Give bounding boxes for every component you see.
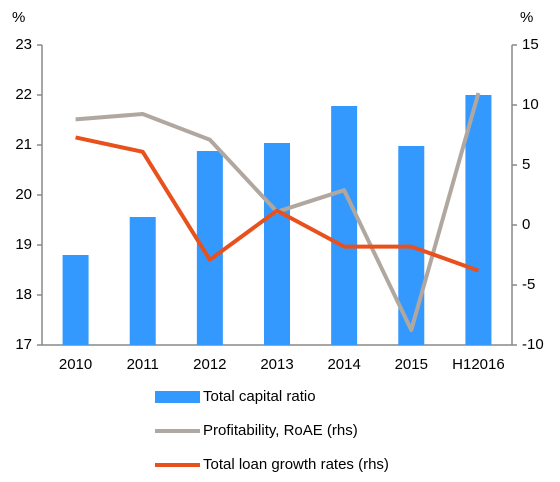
y-tick-label: 22 [15,86,32,103]
x-tick-label: 2011 [127,356,159,373]
x-tick-label: H12016 [452,356,505,373]
bar [264,143,290,345]
bar [129,217,156,345]
y-tick-label: 19 [15,236,32,253]
y2-tick-label: -5 [522,276,535,293]
x-tick-label: 2014 [327,356,360,373]
legend-label: Total capital ratio [203,388,316,405]
bar [465,95,492,345]
y2-tick-label: 10 [522,96,539,113]
y2-tick-label: 5 [522,156,530,173]
y2-tick-label: 15 [522,36,539,53]
y2-tick-label: -10 [522,336,544,353]
x-tick-label: 2010 [59,356,92,373]
bar [62,255,89,345]
y-tick-label: 21 [15,136,32,153]
y-tick-label: 18 [15,286,32,303]
y2-axis-label: % [520,9,533,26]
legend-label: Profitability, RoAE (rhs) [203,422,358,439]
y-tick-label: 23 [15,36,32,53]
line [75,135,480,273]
y2-tick-label: 0 [522,216,530,233]
bar [331,106,358,345]
y-tick-label: 17 [15,336,32,353]
x-tick-label: 2013 [260,356,293,373]
y-axis-label: % [12,9,25,26]
x-tick-label: 2015 [395,356,428,373]
legend-label: Total loan growth rates (rhs) [203,456,389,473]
y-tick-label: 20 [15,186,32,203]
x-tick-label: 2012 [193,356,226,373]
legend-swatch [155,391,200,403]
